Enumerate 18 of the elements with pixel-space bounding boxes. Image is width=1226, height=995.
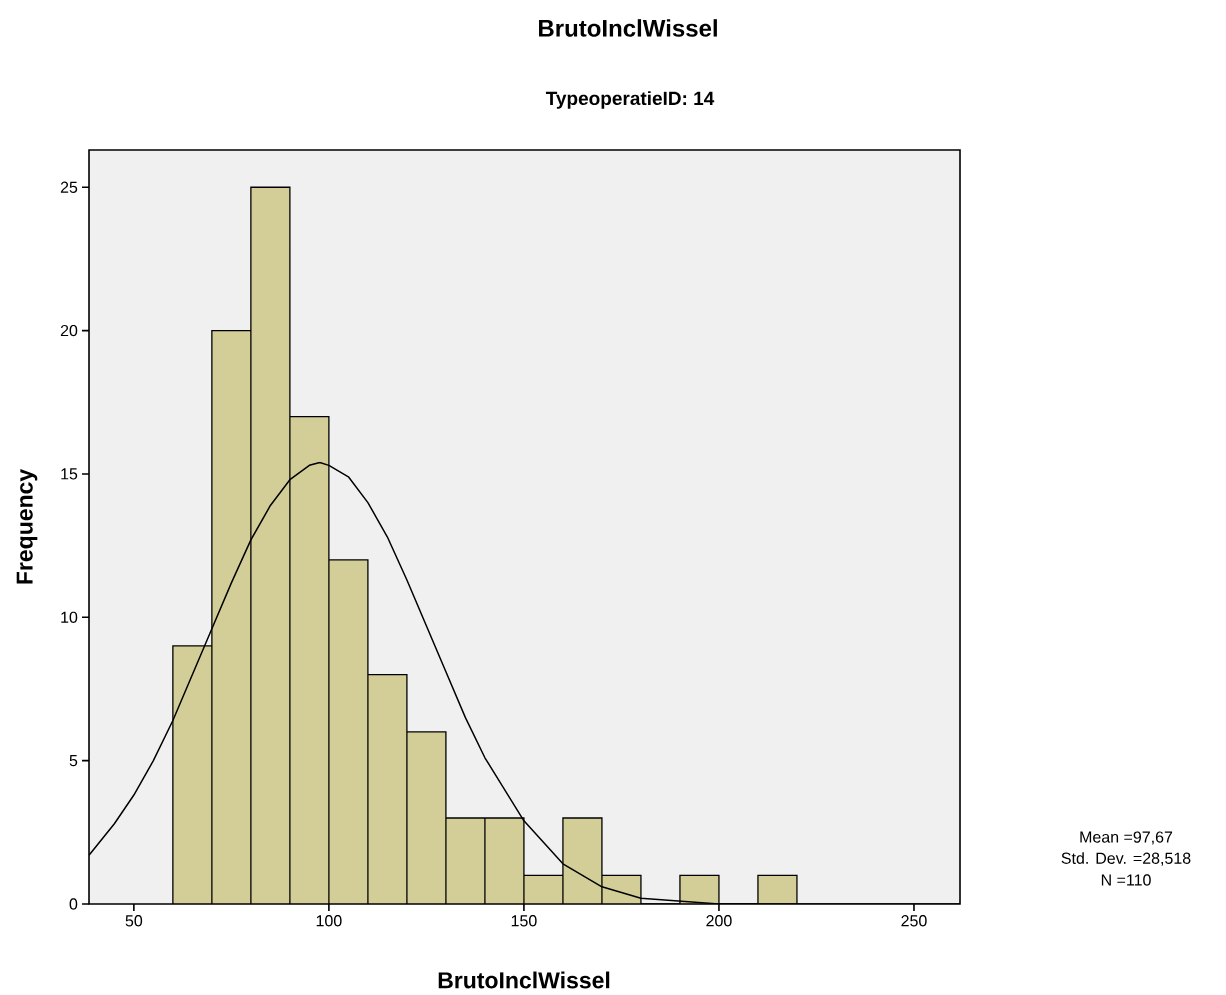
x-tick-label: 150	[511, 915, 537, 927]
y-tick-label: 10	[61, 611, 78, 623]
x-tick-label: 250	[901, 915, 927, 927]
chart-title: BrutoInclWissel	[539, 19, 717, 37]
y-tick-label: 25	[60, 181, 78, 193]
y-tick-label: 15	[61, 468, 78, 480]
chart-subtitle: TypeoperatieID: 14	[545, 91, 715, 109]
y-tick-label: 20	[60, 324, 78, 337]
y-axis-title: Frequency	[16, 468, 38, 584]
x-tick-label: 50	[125, 915, 143, 927]
x-tick-label: 200	[706, 915, 732, 927]
x-tick-label: 100	[316, 915, 342, 927]
y-tick-label: 0	[69, 898, 78, 910]
y-tick-label: 5	[69, 755, 78, 767]
text: Std. Dev. =28,518	[1061, 852, 1191, 866]
x-axis-title: BrutoInclWissel	[438, 971, 610, 989]
text: N =110	[1101, 874, 1151, 886]
text: Mean =97,67	[1080, 831, 1173, 845]
